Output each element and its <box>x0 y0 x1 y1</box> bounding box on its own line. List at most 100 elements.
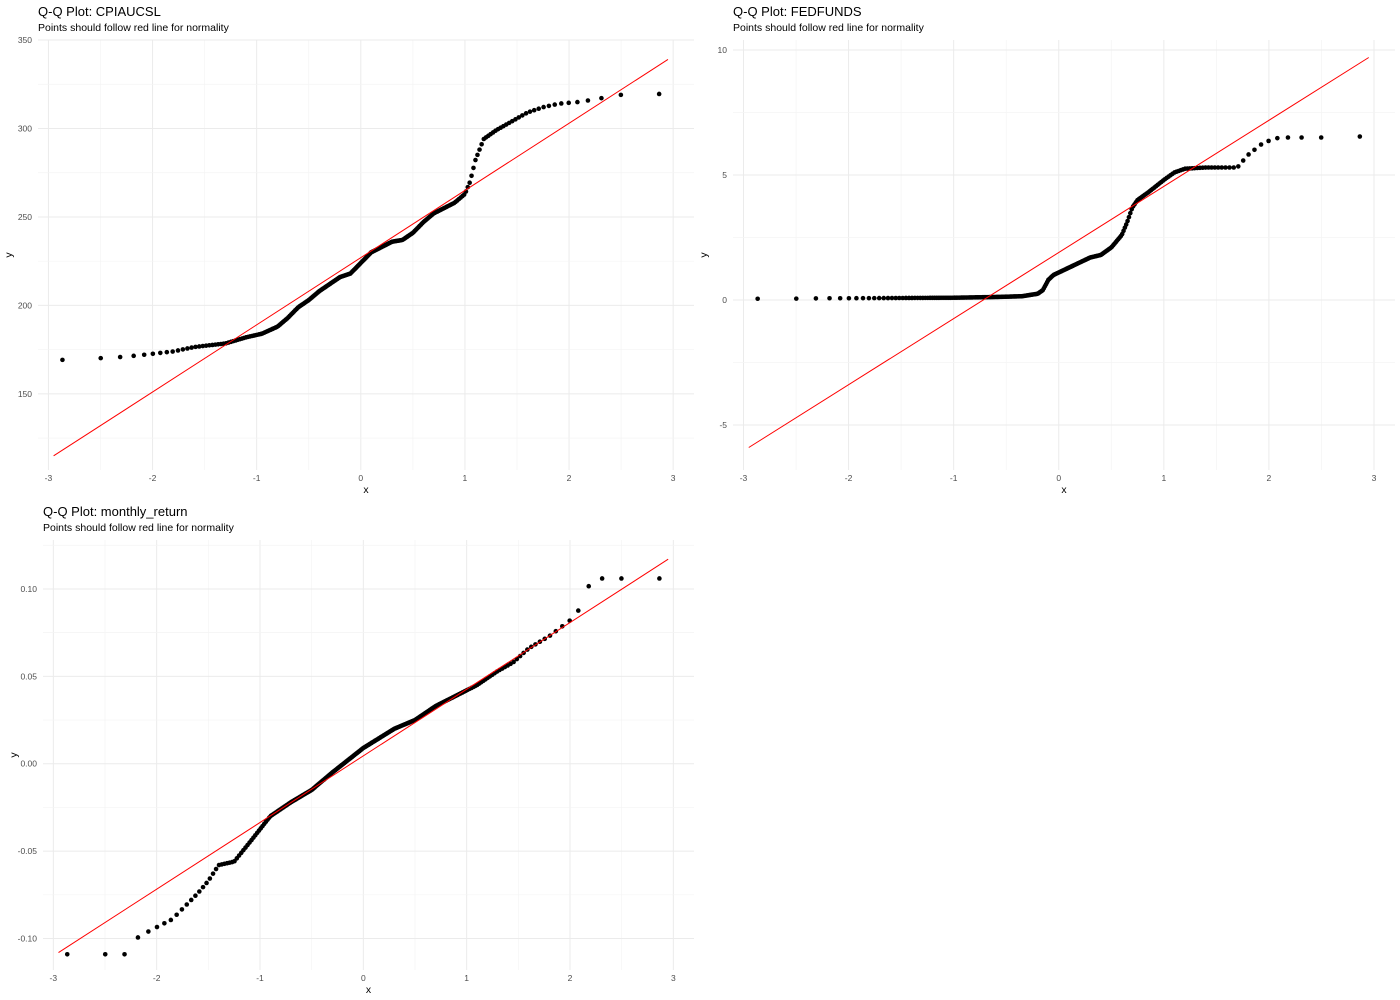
qq-point <box>516 115 522 120</box>
qq-point <box>117 354 123 360</box>
qq-plot-area: -3 -2 -1 0 1 2 3 150 200 250 300 350 x y <box>3 35 694 496</box>
qq-point <box>179 907 185 912</box>
sample-points <box>755 134 1363 302</box>
qq-point <box>60 357 65 363</box>
qq-point <box>896 295 902 301</box>
qq-point <box>837 295 843 301</box>
qq-point <box>185 346 190 351</box>
qq-point <box>827 295 832 301</box>
qq-point <box>876 295 882 301</box>
qq-point <box>154 924 160 930</box>
qq-point <box>523 111 529 116</box>
qq-point <box>467 180 472 186</box>
qq-point <box>1223 165 1228 170</box>
qq-point <box>618 92 624 98</box>
qq-point <box>135 935 141 940</box>
x-tick-label: -1 <box>950 473 958 483</box>
qq-point <box>575 99 580 105</box>
y-tick-label: -0.10 <box>18 934 38 944</box>
chart-title: Q-Q Plot: CPIAUCSL <box>38 4 161 19</box>
chart-title: Q-Q Plot: FEDFUNDS <box>733 4 862 19</box>
qq-point <box>1252 147 1257 153</box>
x-tick-label: -2 <box>153 973 161 983</box>
qq-point <box>1227 165 1232 170</box>
y-tick-label: 0.05 <box>20 671 37 681</box>
y-tick-label: 0.10 <box>20 584 37 594</box>
qq-point <box>889 295 895 301</box>
y-axis-title: y <box>8 752 20 758</box>
y-tick-label: 300 <box>18 123 32 133</box>
y-tick-label: -5 <box>719 420 727 430</box>
qq-point <box>599 95 604 101</box>
sample-points <box>60 91 662 363</box>
qq-point <box>513 117 518 122</box>
qq-point <box>475 152 480 158</box>
x-tick-label: 2 <box>1267 473 1272 483</box>
qq-point <box>170 349 175 354</box>
qq-plot-area: -3 -2 -1 0 1 2 3 -5 0 5 10 x y <box>698 40 1395 496</box>
x-axis-title: x <box>363 484 369 496</box>
qq-point <box>175 348 181 353</box>
qq-panel-fedfunds: Q-Q Plot: FEDFUNDS Points should follow … <box>698 0 1400 500</box>
x-tick-label: 2 <box>568 973 573 983</box>
qq-point <box>1240 158 1246 163</box>
qq-point <box>755 296 760 302</box>
qq-point <box>64 951 70 957</box>
qq-point <box>619 576 624 581</box>
qq-point <box>150 351 156 357</box>
x-tick-label: 0 <box>361 973 366 983</box>
qq-point <box>477 147 482 152</box>
qq-point <box>1285 135 1291 140</box>
normal-reference-line <box>53 59 669 457</box>
x-tick-label: -2 <box>149 473 157 483</box>
y-axis-title: y <box>3 252 15 258</box>
y-tick-label: -0.05 <box>18 846 38 856</box>
x-tick-label: 0 <box>1056 473 1061 483</box>
normal-reference-line <box>58 558 669 953</box>
qq-point <box>536 106 542 112</box>
y-tick-label: 200 <box>18 300 32 310</box>
qq-point <box>164 349 170 355</box>
qq-panel-cpiaucsl: Q-Q Plot: CPIAUCSL Points should follow … <box>0 0 700 500</box>
qq-point <box>1212 165 1218 170</box>
x-tick-label: -1 <box>253 473 261 483</box>
x-tick-label: 0 <box>358 473 363 483</box>
qq-point <box>846 295 852 301</box>
chart-title: Q-Q Plot: monthly_return <box>43 504 188 519</box>
y-tick-label: 0.00 <box>20 759 37 769</box>
qq-point <box>122 951 127 957</box>
qq-point <box>168 917 174 923</box>
qq-point <box>657 576 662 581</box>
qq-point <box>174 912 179 918</box>
qq-point <box>1266 138 1271 144</box>
qq-point <box>1219 165 1225 170</box>
qq-point <box>793 296 799 301</box>
qq-point <box>586 583 592 589</box>
chart-subtitle: Points should follow red line for normal… <box>38 22 229 34</box>
qq-point <box>189 345 194 350</box>
qq-point <box>479 141 484 147</box>
qq-point <box>1231 165 1237 170</box>
y-tick-label: 0 <box>722 295 727 305</box>
qq-point <box>893 295 899 301</box>
qq-point <box>196 344 202 349</box>
qq-point <box>656 91 662 97</box>
x-tick-label: 2 <box>567 473 572 483</box>
qq-point <box>141 352 147 358</box>
qq-point <box>1123 222 1129 227</box>
qq-point <box>813 296 819 301</box>
qq-point <box>1125 218 1130 224</box>
qq-point <box>184 902 190 907</box>
qq-point <box>871 295 877 301</box>
qq-point <box>1318 135 1324 140</box>
normal-reference-line <box>748 57 1369 448</box>
qq-point <box>207 876 213 881</box>
qq-point <box>599 576 605 581</box>
y-tick-label: 150 <box>18 389 32 399</box>
qq-point <box>197 889 202 894</box>
qq-point <box>541 104 546 110</box>
x-tick-label: -3 <box>50 973 58 983</box>
x-tick-label: 3 <box>671 473 676 483</box>
grid-lines <box>38 39 694 470</box>
y-tick-label: 5 <box>722 170 727 180</box>
